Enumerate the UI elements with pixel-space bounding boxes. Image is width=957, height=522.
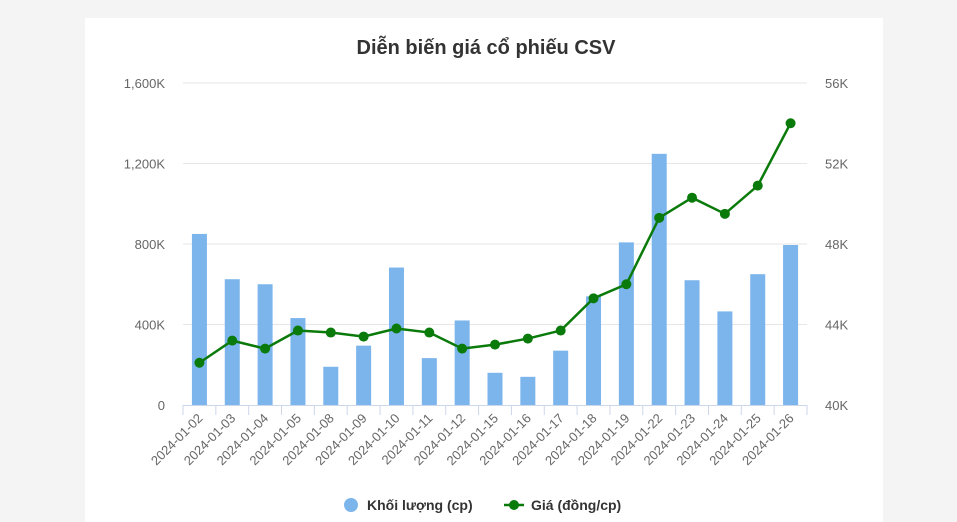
volume-bar — [323, 366, 339, 405]
chart-svg: Diễn biến giá cổ phiếu CSV 0 40K 400K 44K 80… — [124, 35, 849, 513]
volume-bar — [651, 153, 667, 405]
price-line-path — [198, 122, 792, 364]
y-right-tick-label: 44K — [825, 318, 848, 333]
legend-label-volume: Khối lượng (cp) — [367, 497, 473, 513]
price-point — [654, 212, 665, 223]
volume-bar — [191, 233, 207, 405]
price-line — [194, 118, 796, 368]
price-point — [785, 118, 796, 129]
legend-marker-volume — [344, 498, 358, 512]
chart-title: Diễn biến giá cổ phiếu CSV — [357, 35, 617, 59]
price-point — [457, 343, 468, 354]
price-point — [522, 333, 533, 344]
price-point — [555, 325, 566, 336]
y-left-tick-label: 400K — [135, 318, 166, 333]
price-point — [194, 357, 205, 368]
volume-bar — [454, 320, 470, 405]
price-point — [687, 192, 698, 203]
y-right-tick-label: 56K — [825, 76, 848, 91]
volume-bar — [783, 245, 799, 405]
volume-bar — [684, 280, 700, 405]
volume-bars — [191, 153, 799, 405]
price-point — [292, 325, 303, 336]
volume-bar — [717, 311, 733, 405]
volume-bar — [487, 372, 503, 405]
price-point — [490, 339, 500, 350]
gridlines — [183, 82, 807, 325]
chart-card: Diễn biến giá cổ phiếu CSV 0 40K 400K 44K 80… — [85, 18, 883, 522]
price-point — [752, 180, 763, 191]
legend-label-price: Giá (đồng/cp) — [531, 497, 621, 513]
y-right-tick-label: 52K — [825, 157, 848, 172]
y-right-tick-label: 48K — [825, 237, 848, 252]
price-point — [621, 279, 632, 290]
y-left-tick-label: 0 — [158, 398, 165, 413]
legend-marker-price — [509, 500, 519, 510]
price-point — [719, 208, 730, 219]
volume-bar — [520, 376, 536, 405]
price-point — [260, 343, 271, 354]
price-point — [588, 293, 599, 304]
volume-bar — [750, 274, 766, 405]
y-left-tick-label: 800K — [135, 237, 166, 252]
volume-bar — [586, 296, 602, 405]
price-point — [391, 323, 402, 334]
volume-bar — [290, 318, 306, 405]
volume-bar — [553, 350, 569, 405]
price-point — [424, 327, 435, 338]
volume-bar — [388, 267, 404, 405]
volume-bar — [421, 358, 437, 405]
price-point — [227, 335, 238, 346]
y-left-tick-label: 1,200K — [124, 157, 166, 172]
legend: Khối lượng (cp) Giá (đồng/cp) — [344, 497, 621, 513]
volume-bar — [356, 345, 372, 405]
price-point — [358, 331, 369, 342]
volume-bar — [618, 242, 634, 405]
y-left-tick-label: 1,600K — [124, 76, 166, 91]
price-point — [325, 327, 336, 338]
y-right-tick-label: 40K — [825, 398, 848, 413]
